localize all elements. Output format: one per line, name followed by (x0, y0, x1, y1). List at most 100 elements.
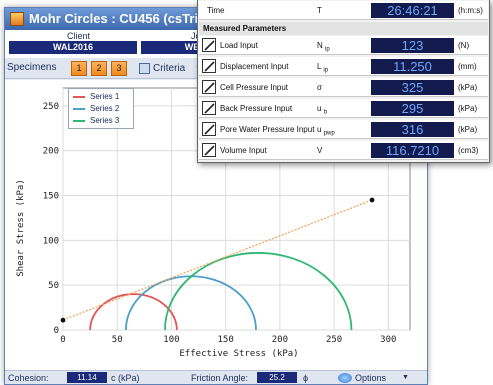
time-label: Time (207, 6, 225, 15)
volume-input-label: Volume Input (220, 146, 267, 155)
legend-item-series-2: Series 2 (73, 103, 133, 115)
pencil-icon (204, 103, 215, 114)
failure-envelope-line (62, 199, 373, 321)
volume-input-symbol-letter: V (317, 146, 323, 155)
y-tick-label: 200 (43, 147, 59, 157)
x-tick-label: 200 (272, 335, 288, 345)
x-tick-label: 100 (163, 335, 179, 345)
criteria-dropdown[interactable]: Criteria ▼ (139, 61, 203, 76)
x-tick-label: 0 (60, 335, 65, 345)
volume-input-value: 116.7210 (371, 143, 454, 158)
load-input-symbol: N ip (317, 36, 330, 60)
time-unit: (h:m:s) (458, 6, 483, 15)
legend-line-series-3 (73, 120, 85, 122)
volume-input-symbol: V (317, 141, 322, 165)
back-pressure-input-value: 295 (371, 101, 454, 116)
y-axis-title: Shear Stress (kPa) (16, 179, 26, 277)
cell-pressure-input-unit: (kPa) (458, 83, 478, 92)
x-tick-label: 300 (380, 335, 396, 345)
x-tick-label: 150 (218, 335, 234, 345)
legend-text-series-2: Series 2 (90, 104, 120, 113)
pencil-icon (204, 40, 215, 51)
criteria-icon (139, 63, 150, 74)
friction-angle-label: Friction Angle: (191, 373, 249, 383)
displacement-input-label: Displacement Input (220, 62, 289, 71)
options-button[interactable]: Options (355, 373, 387, 383)
y-tick-label: 100 (43, 236, 59, 246)
cohesion-label: Cohesion: (8, 373, 49, 383)
envelope-marker-2 (369, 197, 375, 203)
client-value: WAL2016 (9, 41, 137, 54)
envelope-marker-1 (60, 317, 66, 323)
results-bar: Cohesion: 11.14 c (kPa) Friction Angle: … (5, 370, 427, 384)
app-icon (10, 12, 24, 26)
y-tick-label: 50 (48, 281, 59, 291)
specimen-1-button[interactable]: 1 (71, 61, 87, 76)
cell-pressure-input-row: Cell Pressure Input σ 325 (kPa) (199, 78, 488, 97)
pore-water-pressure-input-label: Pore Water Pressure Input (220, 125, 315, 134)
time-value: 26:46:21 (371, 3, 454, 18)
y-tick-label: 250 (43, 102, 59, 112)
chart-legend: Series 1 Series 2 Series 3 (68, 88, 134, 129)
pore-water-pressure-input-symbol-letter: u (317, 125, 322, 134)
friction-angle-value: 25.2 (257, 372, 297, 383)
specimens-label: Specimens (7, 62, 57, 73)
pencil-icon (204, 124, 215, 135)
legend-text-series-1: Series 1 (90, 92, 120, 101)
cell-pressure-input-symbol: σ (317, 78, 322, 102)
x-axis-title: Effective Stress (kPa) (179, 349, 298, 358)
legend-text-series-3: Series 3 (90, 116, 120, 125)
x-tick-label: 250 (326, 335, 342, 345)
displacement-input-symbol: L ip (317, 57, 328, 81)
pore-water-pressure-input-edit-button[interactable] (202, 122, 216, 136)
legend-line-series-2 (73, 108, 85, 110)
displacement-input-symbol-subscript: ip (323, 67, 329, 74)
options-icon (338, 373, 352, 383)
load-input-unit: (N) (458, 41, 470, 50)
load-input-row: Load Input N ip 123 (N) (199, 36, 488, 55)
criteria-label: Criteria (153, 63, 186, 74)
measured-parameters-header: Measured Parameters (199, 22, 488, 35)
parameters-window: Time T 26:46:21 (h:m:s) Measured Paramet… (197, 0, 490, 163)
time-symbol: T (317, 6, 322, 15)
legend-item-series-1: Series 1 (73, 91, 133, 103)
pencil-icon (204, 145, 215, 156)
y-tick-label: 0 (54, 326, 59, 336)
load-input-edit-button[interactable] (202, 38, 216, 52)
phi-symbol: ϕ (303, 373, 309, 383)
back-pressure-input-symbol-subscript: b (323, 109, 328, 116)
x-tick-label: 50 (112, 335, 123, 345)
volume-input-unit: (cm3) (458, 146, 479, 155)
volume-input-row: Volume Input V 116.7210 (cm3) (199, 141, 488, 160)
displacement-input-value: 11.250 (371, 59, 454, 74)
load-input-label: Load Input (220, 41, 258, 50)
back-pressure-input-symbol-letter: u (317, 104, 322, 113)
pore-water-pressure-input-value: 316 (371, 122, 454, 137)
displacement-input-symbol-letter: L (317, 62, 322, 71)
legend-line-series-1 (73, 96, 85, 98)
cell-pressure-input-edit-button[interactable] (202, 80, 216, 94)
specimen-2-button[interactable]: 2 (91, 61, 107, 76)
pore-water-pressure-input-row: Pore Water Pressure Input u pwp 316 (kPa) (199, 120, 488, 139)
pencil-icon (204, 61, 215, 72)
volume-input-edit-button[interactable] (202, 143, 216, 157)
pore-water-pressure-input-unit: (kPa) (458, 125, 478, 134)
load-input-symbol-letter: N (317, 41, 323, 50)
options-chevron-down-icon[interactable]: ▼ (402, 374, 409, 381)
displacement-input-row: Displacement Input L ip 11.250 (mm) (199, 57, 488, 76)
back-pressure-input-edit-button[interactable] (202, 101, 216, 115)
back-pressure-input-label: Back Pressure Input (220, 104, 293, 113)
mohr-circle-series-3 (164, 252, 353, 331)
y-tick-label: 150 (43, 192, 59, 202)
specimen-3-button[interactable]: 3 (111, 61, 127, 76)
cell-pressure-input-label: Cell Pressure Input (220, 83, 289, 92)
time-row: Time T 26:46:21 (h:m:s) (199, 1, 488, 20)
pore-water-pressure-input-symbol: u pwp (317, 120, 335, 144)
back-pressure-input-row: Back Pressure Input u b 295 (kPa) (199, 99, 488, 118)
displacement-input-edit-button[interactable] (202, 59, 216, 73)
cell-pressure-input-value: 325 (371, 80, 454, 95)
client-label: Client (67, 31, 91, 41)
back-pressure-input-unit: (kPa) (458, 104, 478, 113)
back-pressure-input-symbol: u b (317, 99, 327, 123)
load-input-symbol-subscript: ip (325, 46, 330, 53)
